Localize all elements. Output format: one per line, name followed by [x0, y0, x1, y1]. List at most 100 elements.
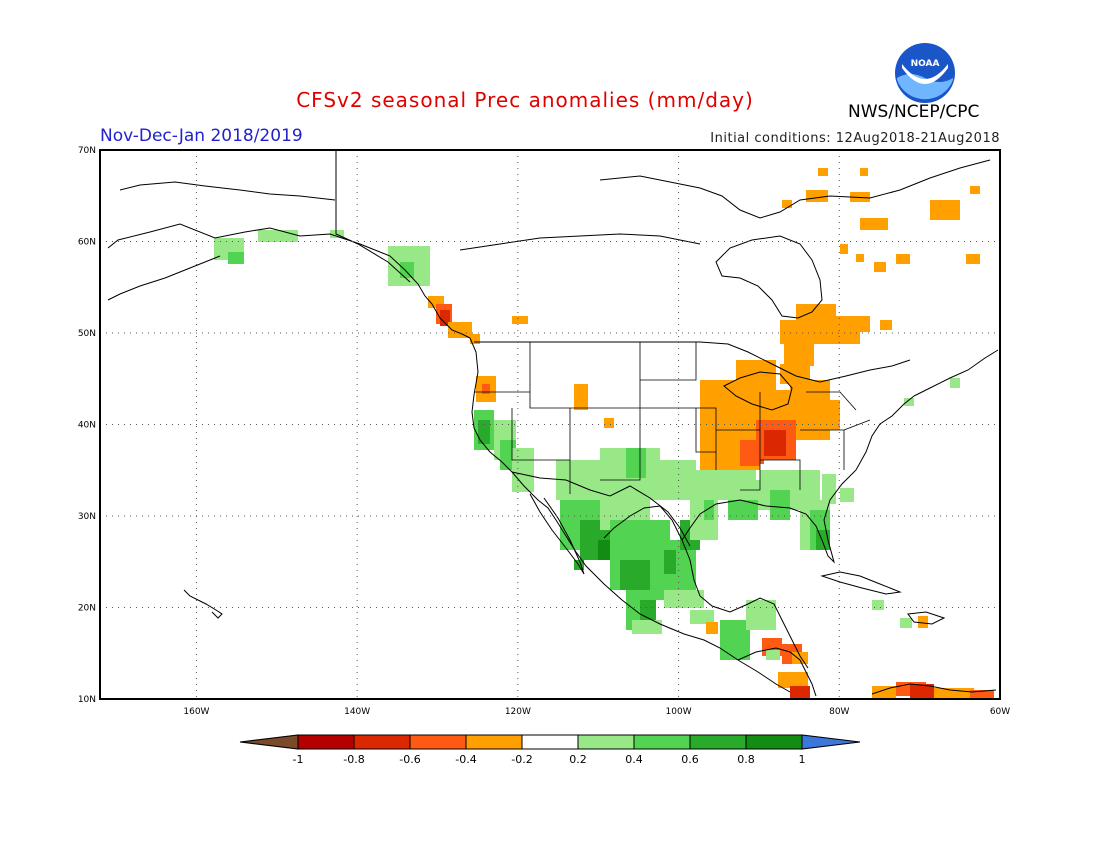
atlantic-canada: [913, 349, 999, 397]
anomaly-cell: [806, 190, 828, 202]
anomaly-cell: [874, 262, 886, 272]
anomaly-cell: [790, 686, 810, 698]
latitude-labels: 70N 60N 50N 40N 30N 20N 10N: [78, 146, 96, 705]
colorbar-tick-label: 0.6: [681, 753, 699, 766]
colorbar-tick-label: 0.8: [737, 753, 755, 766]
canadian-arctic-coast: [459, 233, 701, 251]
anomaly-cell: [840, 244, 848, 254]
gulf-coast: [603, 505, 809, 669]
colorbar-high-arrow: [801, 734, 861, 750]
anomaly-cell: [746, 600, 776, 630]
anomaly-cell: [470, 334, 480, 344]
anomaly-cell: [704, 500, 714, 520]
colorbar-swatch: [465, 734, 523, 750]
colorbar-tick-label: 1: [799, 753, 806, 766]
lat-label: 20N: [78, 604, 96, 614]
noaa-logo: NOAA: [895, 43, 955, 103]
lat-label: 60N: [78, 238, 96, 248]
lat-label: 40N: [78, 421, 96, 431]
anomaly-cell: [258, 230, 298, 242]
hawaii: [183, 589, 223, 619]
lat-label: 30N: [78, 512, 96, 522]
anomaly-cell: [770, 490, 790, 520]
anomaly-cell: [918, 616, 928, 628]
colorbar-swatch: [745, 734, 803, 750]
map-title: CFSv2 seasonal Prec anomalies (mm/day): [296, 88, 754, 112]
lat-label: 10N: [78, 695, 96, 705]
colorbar-swatch: [689, 734, 747, 750]
anomaly-cell: [604, 418, 614, 428]
anomaly-cell: [860, 168, 868, 176]
lat-label: 70N: [78, 146, 96, 156]
anomaly-cell: [448, 322, 472, 338]
colorbar-swatch: [521, 734, 579, 750]
anomaly-cell: [664, 590, 704, 608]
colorbar-tick-label: 0.2: [569, 753, 587, 766]
anomaly-cell: [904, 398, 914, 406]
anomaly-cell: [512, 316, 528, 324]
central-america: [737, 647, 817, 697]
anomaly-cell: [934, 688, 974, 698]
anomaly-cell: [764, 430, 786, 456]
alaska-canada-border: [335, 150, 411, 283]
anomaly-cell: [872, 600, 884, 610]
anomaly-cell: [818, 168, 828, 176]
anomaly-cell: [778, 672, 808, 688]
anomaly-cell: [796, 304, 836, 324]
anomaly-cell: [930, 200, 960, 220]
longitude-labels: 160W 140W 120W 100W 80W 60W: [183, 707, 1010, 717]
anomaly-cell: [728, 500, 758, 520]
anomaly-cell: [720, 620, 750, 660]
anomaly-cell: [640, 600, 656, 624]
anomaly-cell: [740, 440, 760, 466]
colorbar-swatch: [353, 734, 411, 750]
lon-label: 100W: [666, 707, 692, 717]
lon-label: 60W: [990, 707, 1010, 717]
anomaly-cell: [900, 618, 912, 628]
colorbar-tick-label: 0.4: [625, 753, 643, 766]
anomaly-cell: [910, 684, 934, 698]
coastlines: [107, 150, 999, 697]
hudson-bay: [715, 235, 823, 319]
agency-label: NWS/NCEP/CPC: [848, 102, 980, 122]
anomaly-cell: [478, 420, 490, 444]
colorbar-swatch: [633, 734, 691, 750]
anomaly-cell: [872, 686, 896, 698]
hispaniola: [907, 611, 946, 625]
anomaly-cell: [896, 254, 910, 264]
great-lakes: [723, 371, 793, 411]
anomaly-cell: [664, 550, 676, 574]
anomaly-cell: [880, 320, 892, 330]
alaska-north: [119, 181, 336, 201]
baja-peninsula: [529, 493, 585, 575]
lon-label: 120W: [505, 707, 531, 717]
alaska-coast: [107, 223, 471, 339]
anomaly-cell: [706, 622, 718, 634]
anomaly-cell: [966, 254, 980, 264]
anomaly-cell: [950, 378, 960, 388]
colorbar-swatch: [577, 734, 635, 750]
logo-text: NOAA: [911, 59, 940, 69]
lat-label: 50N: [78, 329, 96, 339]
anomaly-cell: [482, 384, 490, 394]
anomaly-cell: [830, 316, 870, 332]
anomaly-cell: [784, 336, 814, 366]
cuba: [820, 571, 902, 595]
anomaly-cell: [790, 380, 830, 400]
anomaly-cell: [400, 262, 414, 278]
aleutians: [107, 255, 221, 301]
anomaly-cell: [782, 200, 792, 208]
anomaly-cell: [856, 254, 864, 262]
anomaly-cell: [860, 218, 888, 230]
colorbar-swatch: [297, 734, 355, 750]
anomaly-cell: [626, 448, 646, 478]
anomaly-cell: [970, 186, 980, 194]
map-frame: [99, 149, 1001, 700]
colorbar-tick-label: -0.2: [511, 753, 532, 766]
initial-conditions: Initial conditions: 12Aug2018-21Aug2018: [710, 131, 1000, 146]
anomaly-cell: [690, 610, 714, 624]
arctic-islands: [599, 159, 991, 219]
colorbar-low-arrow: [239, 734, 299, 750]
anomaly-cell: [440, 310, 450, 326]
south-america: [871, 683, 997, 695]
